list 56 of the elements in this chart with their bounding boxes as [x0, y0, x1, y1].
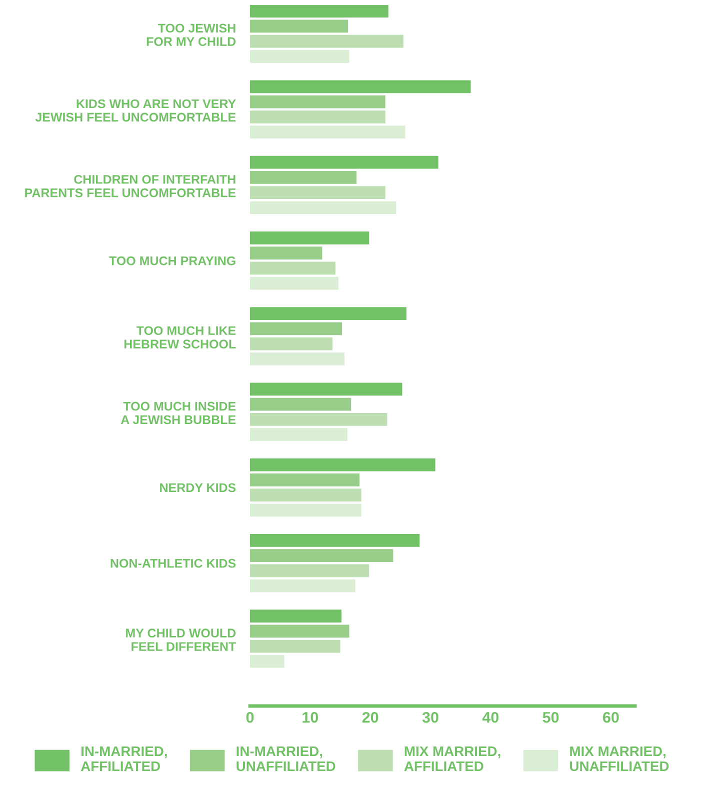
y-tick-label: TOO MUCH LIKE HEBREW SCHOOL — [124, 326, 236, 349]
bar — [250, 579, 356, 592]
bar — [250, 34, 404, 48]
bar — [250, 504, 362, 517]
bar — [250, 352, 344, 366]
bar — [250, 610, 342, 622]
bar — [250, 534, 420, 547]
y-tick-label: KIDS WHO ARE NOT VERY JEWISH FEEL UNCOMFORTABLE — [35, 99, 236, 122]
bar — [250, 5, 388, 18]
bar — [250, 549, 394, 562]
bar — [250, 428, 348, 441]
bar — [250, 564, 370, 578]
legend-label: MIX MARRIED, UNAFFILIATED — [570, 746, 669, 772]
bar — [250, 110, 386, 124]
y-tick-label: MY CHILD WOULD FEEL DIFFERENT — [126, 628, 236, 651]
bar — [250, 246, 322, 260]
bar — [250, 170, 356, 184]
x-tick-label: 40 — [482, 712, 498, 723]
bar — [250, 50, 350, 63]
bar — [250, 654, 284, 668]
y-tick-label: NERDY KIDS — [160, 483, 236, 492]
bar — [250, 262, 336, 275]
bar — [250, 307, 406, 320]
bar — [250, 20, 348, 33]
bar — [250, 95, 386, 108]
bar — [250, 231, 370, 244]
x-tick-label: 0 — [246, 712, 254, 723]
bar — [250, 382, 402, 396]
bar — [250, 201, 396, 214]
legend-label: IN-MARRIED, UNAFFILIATED — [236, 746, 336, 772]
y-tick-label: CHILDREN OF INTERFAITH PARENTS FEEL UNCOMFORTABLE — [25, 174, 236, 198]
bar — [250, 80, 471, 94]
bar — [250, 126, 406, 138]
bar — [250, 488, 362, 502]
bar — [250, 156, 438, 169]
x-tick-label: 30 — [422, 712, 438, 723]
y-tick-label: NON-ATHLETIC KIDS — [110, 558, 236, 568]
y-tick-label: TOO JEWISH FOR MY CHILD — [146, 24, 236, 46]
legend-label: IN-MARRIED, AFFILIATED — [80, 746, 167, 772]
x-tick-label: 20 — [362, 712, 378, 723]
x-tick-label: 60 — [603, 712, 619, 723]
x-tick-label: 50 — [542, 712, 559, 723]
y-tick-label: TOO MUCH PRAYING — [109, 256, 236, 266]
bar — [250, 473, 360, 486]
bar — [250, 412, 388, 426]
legend-label: MIX MARRIED, AFFILIATED — [404, 746, 500, 772]
bar — [250, 276, 338, 290]
bar — [250, 624, 350, 638]
bar — [250, 458, 436, 472]
bar — [250, 186, 386, 199]
x-tick-label: 10 — [302, 712, 318, 723]
bar — [250, 322, 342, 336]
y-tick-label: TOO MUCH INSIDE A JEWISH BUBBLE — [120, 402, 236, 424]
bar — [250, 640, 340, 653]
bar — [250, 398, 352, 411]
bar — [250, 337, 332, 350]
